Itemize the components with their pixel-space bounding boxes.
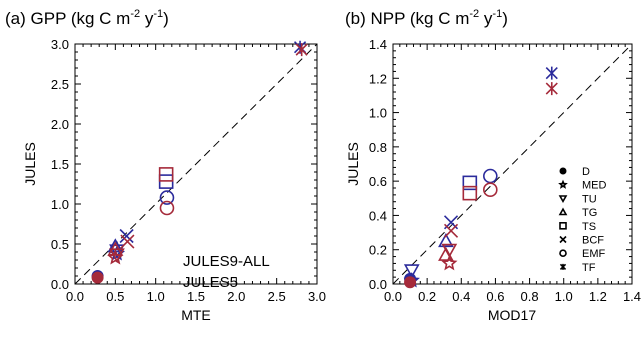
panel-a-x-axis-label: MTE bbox=[181, 307, 211, 323]
panel-a-y-tick-label: 1.0 bbox=[51, 197, 69, 212]
pft-key-label-tg: TG bbox=[582, 207, 597, 219]
panel-b-title: (b) NPP (kg C m-2 y-1) bbox=[345, 8, 508, 28]
pft-key-label-d: D bbox=[582, 166, 590, 178]
pft-key-marker-d bbox=[559, 167, 567, 175]
panel-b-point-jules9-all-tu bbox=[403, 264, 420, 279]
panel-b-y-tick-label: 0.6 bbox=[369, 174, 387, 189]
panel-b-plot-frame bbox=[392, 43, 633, 285]
panel-a: (a) GPP (kg C m-2 y-1) 0.0 0.5 1.0 1.5 2.0 2.… bbox=[5, 8, 326, 323]
pft-key-label-tf: TF bbox=[582, 262, 596, 274]
panel-b-x-tick-label: 0.8 bbox=[521, 289, 539, 304]
panel-a-y-axis-label: JULES bbox=[22, 142, 38, 186]
panel-a-x-tick-label: 3.0 bbox=[308, 289, 326, 304]
panel-b-x-tick-label: 0.4 bbox=[452, 289, 470, 304]
panel-b-point-jules5-tg bbox=[438, 246, 454, 261]
panel-a-y-tick-label: 1.5 bbox=[51, 157, 69, 172]
legend-label-jules5: JULES5 bbox=[183, 274, 238, 291]
panel-b-points bbox=[403, 66, 558, 289]
legend-label-jules9-all: JULES9-ALL bbox=[183, 253, 270, 270]
panel-a-y-tick-label: 3.0 bbox=[51, 37, 69, 52]
panel-b-x-tick-label: 1.0 bbox=[555, 289, 573, 304]
pft-key-marker-bcf bbox=[559, 235, 567, 244]
panel-b-y-tick-label: 1.0 bbox=[369, 106, 387, 121]
pft-key-label-emf: EMF bbox=[582, 248, 606, 260]
panel-b-y-tick-label: 0.4 bbox=[369, 208, 387, 223]
panel-a-point-jules9-all-bcf bbox=[119, 228, 134, 244]
panel-b-one-to-one-line bbox=[392, 43, 633, 285]
panel-b-y-tick-label: 1.2 bbox=[369, 71, 387, 86]
panel-b-point-jules9-all-tg bbox=[438, 232, 454, 248]
panel-b-y-tick-label: 0.8 bbox=[369, 140, 387, 155]
panel-a-x-tick-label: 0.5 bbox=[106, 289, 124, 304]
panel-b-point-jules9-all-tf bbox=[545, 66, 558, 80]
panel-b-point-jules5-tu bbox=[441, 243, 458, 258]
pft-key-marker-emf bbox=[559, 249, 567, 257]
panel-a-title: (a) GPP (kg C m-2 y-1) bbox=[5, 8, 169, 28]
pft-key-marker-tg bbox=[558, 207, 568, 216]
panel-a-x-tick-label: 0.0 bbox=[66, 289, 84, 304]
panel-b-y-tick-label: 0.2 bbox=[369, 243, 387, 258]
panel-a-x-tick-label: 1.5 bbox=[187, 289, 205, 304]
panel-b-point-jules5-bcf bbox=[443, 223, 459, 238]
panel-a-y-tick-label: 2.0 bbox=[51, 117, 69, 132]
panel-b-x-tick-label: 1.2 bbox=[589, 289, 607, 304]
pft-key-marker-tf bbox=[559, 263, 567, 271]
panel-b-point-jules9-all-ts bbox=[462, 175, 478, 191]
panel-a-point-jules5-bcf bbox=[120, 234, 135, 249]
panel-a-y-tick-label: 0.5 bbox=[51, 237, 69, 252]
panel-b-y-axis-label: JULES bbox=[345, 142, 361, 186]
panel-b-x-tick-label: 0.0 bbox=[384, 289, 402, 304]
pft-key-marker-tu bbox=[558, 195, 568, 204]
panel-b-x-tick-label: 0.6 bbox=[486, 289, 504, 304]
panel-b: (b) NPP (kg C m-2 y-1) 0.0 0.2 0.4 0.6 0.8 1.… bbox=[345, 8, 641, 323]
pft-key-label-bcf: BCF bbox=[582, 235, 604, 247]
panel-a-x-tick-label: 2.5 bbox=[268, 289, 286, 304]
panel-a-point-jules5-tg bbox=[107, 241, 124, 256]
panel-a-point-jules9-all-emf bbox=[159, 190, 175, 205]
panel-a-ticks: 0.0 0.5 1.0 1.5 2.0 2.5 3.0 0.0 0.5 1.0 1.5 2.0 2.5 3… bbox=[51, 37, 326, 304]
panel-a-point-jules5-ts bbox=[158, 167, 174, 182]
panel-a-points bbox=[91, 40, 308, 284]
panel-b-point-jules9-all-emf bbox=[483, 168, 498, 184]
panel-b-x-tick-label: 1.4 bbox=[623, 289, 641, 304]
panel-a-y-tick-label: 2.5 bbox=[51, 77, 69, 92]
panel-b-point-jules5-emf bbox=[483, 182, 498, 198]
panel-b-y-tick-label: 0.0 bbox=[369, 277, 387, 292]
panel-b-y-tick-label: 1.4 bbox=[369, 37, 387, 52]
panel-a-y-tick-label: 0.0 bbox=[51, 277, 69, 292]
panel-b-ticks: 0.0 0.2 0.4 0.6 0.8 1.0 1.2 1.4 0.0 0.2 0.4 0.6 0.8 1… bbox=[369, 37, 641, 304]
panel-a-x-tick-label: 2.0 bbox=[227, 289, 245, 304]
panel-a-point-jules5-emf bbox=[159, 200, 175, 216]
panel-b-point-jules5-tf bbox=[545, 82, 558, 96]
pft-key-label-ts: TS bbox=[582, 221, 596, 233]
panel-b-point-jules5-d bbox=[404, 276, 417, 289]
panel-a-point-jules5-d bbox=[91, 271, 104, 284]
panel-a-x-tick-label: 1.0 bbox=[147, 289, 165, 304]
pft-key-marker-med bbox=[558, 179, 568, 189]
pft-key-label-med: MED bbox=[582, 180, 607, 192]
panel-a-point-jules5-tf bbox=[295, 43, 308, 57]
pft-key-label-tu: TU bbox=[582, 193, 597, 205]
panel-b-point-jules5-ts bbox=[462, 185, 478, 201]
panel-b-x-tick-label: 0.2 bbox=[418, 289, 436, 304]
pft-key-marker-ts bbox=[559, 222, 567, 230]
panel-b-x-axis-label: MOD17 bbox=[488, 307, 536, 323]
panel-b-point-jules5-med bbox=[441, 254, 458, 271]
